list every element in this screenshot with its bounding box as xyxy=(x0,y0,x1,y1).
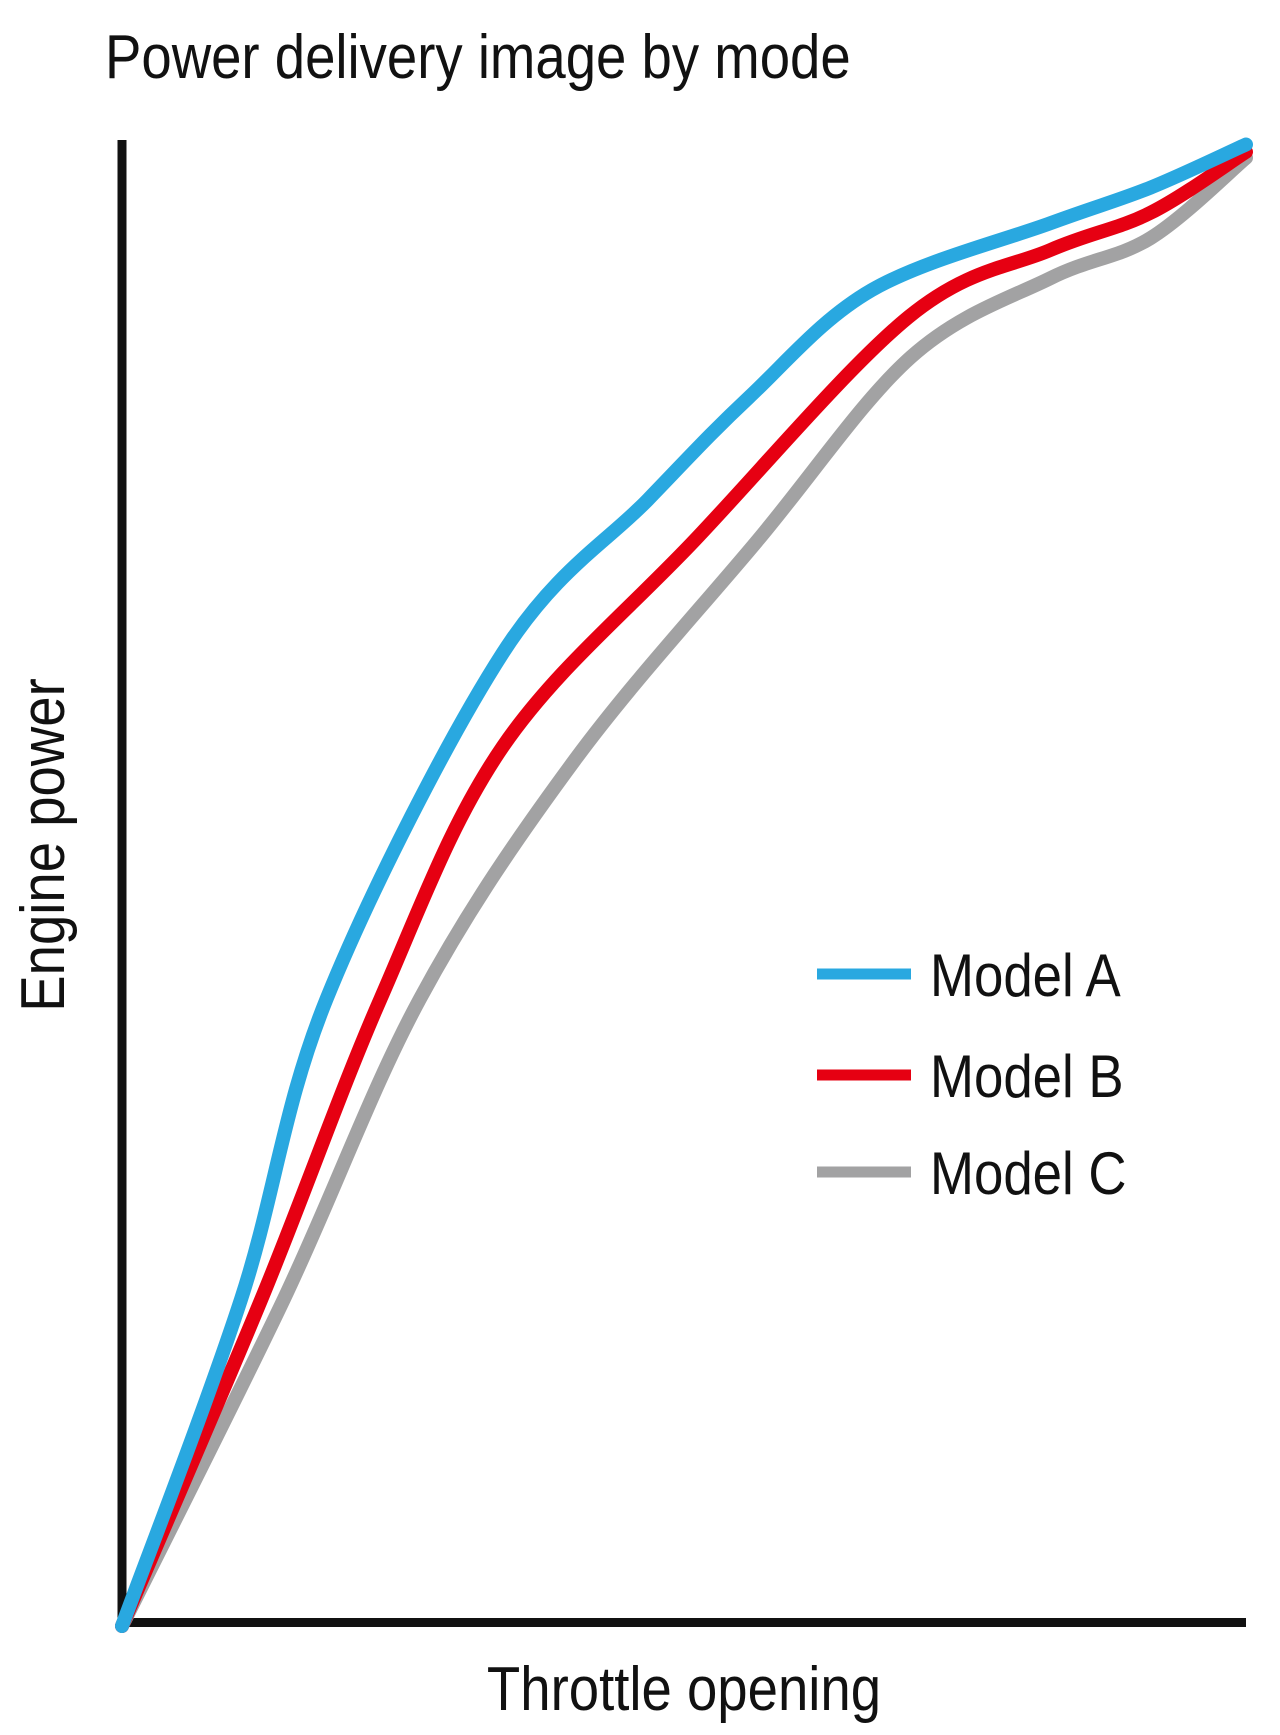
axes-lines xyxy=(117,140,1246,1627)
series-line-model-c xyxy=(115,150,1253,1633)
legend-item-model-a: Model A xyxy=(817,942,1121,1009)
legend-label-model-a: Model A xyxy=(930,942,1121,1009)
plot-area xyxy=(115,137,1253,1633)
legend: Model A Model B Model C xyxy=(817,942,1127,1207)
legend-label-model-c: Model C xyxy=(930,1140,1127,1207)
series-line-model-a xyxy=(115,137,1253,1633)
series-line-model-b xyxy=(115,144,1253,1633)
x-axis-label: Throttle opening xyxy=(487,1655,881,1724)
legend-item-model-b: Model B xyxy=(817,1043,1124,1110)
y-axis-label: Engine power xyxy=(9,678,78,1012)
legend-label-model-b: Model B xyxy=(930,1043,1124,1110)
legend-item-model-c: Model C xyxy=(817,1140,1127,1207)
chart-title: Power delivery image by mode xyxy=(105,23,851,92)
